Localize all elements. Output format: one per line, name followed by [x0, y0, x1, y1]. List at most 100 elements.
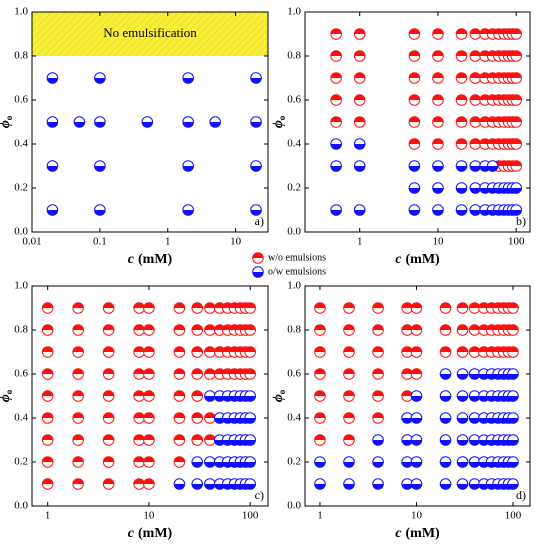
- marker-fill: [182, 210, 194, 216]
- marker-fill: [440, 462, 451, 468]
- marker-fill: [457, 374, 468, 380]
- data-point: [102, 324, 115, 336]
- marker-fill: [457, 440, 468, 446]
- data-point: [72, 456, 84, 468]
- data-point: [94, 160, 106, 172]
- data-point: [73, 116, 86, 128]
- legend-marker: [252, 266, 264, 278]
- y-axis-symbol: ϕ: [0, 120, 13, 128]
- data-point: [41, 324, 54, 336]
- data-point: [469, 28, 482, 40]
- legend-label: o/w emulsions: [268, 266, 326, 277]
- marker-fill: [432, 72, 444, 78]
- marker-fill: [204, 368, 216, 374]
- marker-fill: [133, 412, 145, 418]
- y-tick-label: 0.0: [14, 500, 28, 512]
- data-point: [507, 412, 519, 424]
- marker-fill: [411, 440, 422, 446]
- data-point: [204, 302, 216, 314]
- data-point: [330, 28, 342, 40]
- marker-fill: [42, 302, 53, 308]
- marker-fill: [409, 72, 420, 78]
- marker-fill: [42, 456, 53, 462]
- data-point: [204, 390, 216, 402]
- data-point: [143, 390, 155, 402]
- data-point: [455, 72, 468, 84]
- marker-fill: [354, 50, 366, 56]
- data-point: [244, 346, 256, 358]
- data-point: [469, 72, 482, 84]
- marker-fill: [487, 166, 498, 172]
- data-point: [507, 346, 519, 358]
- data-point: [41, 434, 54, 446]
- data-point: [41, 346, 54, 358]
- data-point: [507, 478, 519, 490]
- legend-label: w/o emulsions: [268, 252, 326, 263]
- marker-fill: [440, 440, 451, 446]
- data-point: [372, 346, 384, 358]
- marker-fill: [103, 368, 114, 374]
- data-point: [507, 324, 519, 336]
- x-axis-label: c (mM): [128, 252, 173, 267]
- legend-marker: [252, 252, 264, 264]
- marker-fill: [469, 116, 481, 122]
- data-point: [432, 50, 444, 62]
- data-point: [510, 94, 523, 106]
- marker-fill: [432, 116, 444, 122]
- data-point: [353, 50, 366, 62]
- plot-frame: [304, 285, 531, 507]
- data-point: [330, 116, 342, 128]
- marker-fill: [432, 138, 444, 144]
- data-point: [456, 456, 469, 468]
- marker-fill: [72, 346, 84, 352]
- data-point: [410, 368, 423, 380]
- data-point: [469, 204, 482, 216]
- marker-fill: [456, 116, 467, 122]
- marker-fill: [191, 390, 203, 396]
- data-point: [204, 434, 216, 446]
- marker-fill: [510, 116, 522, 122]
- data-point: [468, 390, 481, 402]
- marker-fill: [469, 374, 480, 380]
- data-point: [456, 434, 469, 446]
- data-point: [141, 116, 154, 128]
- data-point: [456, 478, 469, 490]
- data-point: [182, 160, 194, 172]
- data-point: [432, 204, 444, 216]
- marker-fill: [143, 324, 155, 330]
- data-point: [439, 456, 452, 468]
- marker-fill: [372, 462, 384, 468]
- data-point: [468, 346, 481, 358]
- marker-fill: [343, 484, 355, 490]
- data-point: [432, 28, 444, 40]
- data-point: [72, 390, 84, 402]
- marker-fill: [143, 390, 155, 396]
- data-point: [353, 94, 366, 106]
- data-point: [408, 204, 421, 216]
- marker-fill: [457, 324, 468, 330]
- data-point: [330, 72, 342, 84]
- data-point: [372, 478, 384, 490]
- marker-fill: [343, 346, 355, 352]
- data-point: [510, 160, 523, 172]
- marker-fill: [510, 138, 522, 144]
- data-point: [507, 368, 519, 380]
- data-point: [410, 434, 423, 446]
- marker-fill: [244, 462, 256, 468]
- marker-fill: [507, 462, 519, 468]
- data-point: [510, 138, 523, 150]
- data-point: [41, 390, 54, 402]
- data-point: [408, 182, 421, 194]
- data-point: [408, 138, 421, 150]
- marker-fill: [72, 390, 84, 396]
- marker-fill: [204, 484, 216, 490]
- x-axis-label: c (mM): [128, 526, 173, 541]
- data-point: [439, 368, 452, 380]
- data-point: [314, 456, 326, 468]
- data-point: [469, 160, 482, 172]
- x-tick-label: 10: [432, 236, 444, 248]
- marker-fill: [469, 346, 480, 352]
- data-point: [456, 302, 469, 314]
- data-point: [191, 456, 204, 468]
- data-point: [510, 116, 523, 128]
